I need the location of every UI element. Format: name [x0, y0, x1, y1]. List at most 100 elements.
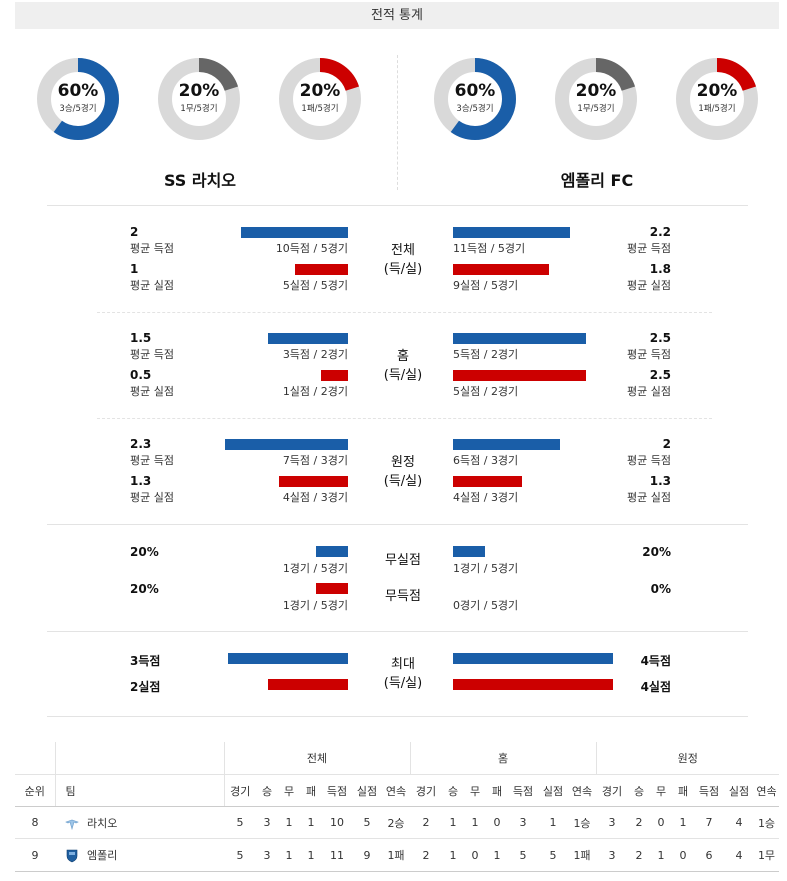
left-avg-against-label: 평균 실점 [130, 279, 174, 292]
donut-caption: 1패/5경기 [301, 104, 339, 114]
row-team[interactable]: 라치오 [55, 806, 224, 839]
category-label: 전체 [391, 243, 415, 258]
donut-ring [158, 58, 240, 140]
cell: 9 [352, 838, 382, 872]
left-no-score-bar [316, 583, 348, 594]
col-rank: 순위 [15, 774, 55, 807]
donut-value-arc [555, 58, 637, 140]
cell: 7 [694, 806, 724, 839]
left-no-score-caption: 1경기 / 5경기 [282, 599, 348, 612]
left-max-for-bar [228, 653, 348, 664]
cell: 4 [724, 838, 754, 872]
left-against-caption: 4실점 / 3경기 [282, 491, 348, 504]
left-for-bar [225, 439, 348, 450]
table-sub-header: 순위 팀 경기 승 무 패 득점 실점 연속 경기 승 무 패 득점 실점 연속 경기 승 무 패 득점 실점 연속 [15, 774, 779, 807]
row-team-name[interactable]: 라치오 [87, 816, 118, 830]
right-avg-for: 2.5 [649, 331, 671, 345]
table-group-header: 전체 홈 원정 [15, 742, 779, 775]
right-for-bar [453, 333, 586, 344]
cell: 4 [724, 806, 754, 839]
row-team-name[interactable]: 엠폴리 [87, 849, 118, 862]
cell: 1 [464, 806, 486, 839]
col-header: 경기 [223, 774, 256, 807]
col-header: 경기 [596, 774, 628, 807]
right-for-caption: 5득점 / 2경기 [453, 348, 519, 361]
stats-header: 전적 통계 [15, 2, 779, 29]
cell: 2 [410, 806, 442, 839]
col-header: 승 [442, 774, 464, 807]
cell: 1 [650, 838, 672, 872]
cell: 5 [538, 838, 568, 872]
cell: 1패 [382, 838, 410, 872]
right-avg-for: 2.2 [649, 225, 671, 239]
col-header: 실점 [724, 774, 754, 807]
donut-ring [676, 58, 758, 140]
cell: 6 [694, 838, 724, 872]
donut-value-arc [37, 58, 119, 140]
right-for-caption: 11득점 / 5경기 [453, 242, 526, 255]
donut-caption: 1무/5경기 [180, 104, 218, 114]
donut-value-arc [434, 58, 516, 140]
cell: 2 [628, 806, 650, 839]
category-sub: (득/실) [383, 368, 423, 383]
cell: 3 [596, 838, 628, 872]
right-avg-against-label: 평균 실점 [627, 491, 671, 504]
cell: 1패 [568, 838, 596, 872]
left-avg-against-label: 평균 실점 [130, 491, 174, 504]
cell: 1승 [568, 806, 596, 839]
category-sub: (득/실) [383, 474, 423, 489]
donut-caption: 1무/5경기 [577, 104, 615, 114]
col-header: 득점 [508, 774, 538, 807]
right-against-bar [453, 264, 549, 275]
group-away: 원정 [595, 742, 779, 775]
right-avg-for-label: 평균 득점 [627, 454, 671, 467]
divider [97, 418, 712, 419]
right-avg-against: 1.8 [649, 262, 671, 276]
right-avg-for-label: 평균 득점 [627, 242, 671, 255]
donut-ring [555, 58, 637, 140]
cell: 11 [322, 838, 352, 872]
row-team[interactable]: 엠폴리 [55, 838, 224, 872]
donut-right-draw: 20% 1무/5경기 [554, 57, 638, 141]
donut-caption: 3승/5경기 [456, 104, 494, 114]
donut-percent: 20% [178, 81, 220, 101]
cell: 1 [672, 806, 694, 839]
donut-value-arc [676, 58, 758, 140]
donut-ring [37, 58, 119, 140]
right-against-caption: 4실점 / 3경기 [453, 491, 519, 504]
right-clean-caption: 1경기 / 5경기 [453, 562, 519, 575]
right-no-score-caption: 0경기 / 5경기 [453, 599, 519, 612]
group-home: 홈 [409, 742, 596, 775]
col-header: 경기 [410, 774, 442, 807]
right-avg-for-label: 평균 득점 [627, 348, 671, 361]
col-header: 무 [464, 774, 486, 807]
divider [47, 631, 748, 632]
empoli-shield-logo-icon [65, 849, 79, 863]
left-against-caption: 5실점 / 5경기 [282, 279, 348, 292]
cell: 1 [442, 838, 464, 872]
left-no-score: 20% [130, 582, 159, 596]
category-max: 최대 (득/실) [373, 655, 433, 693]
donut-left-draw: 20% 1무/5경기 [157, 57, 241, 141]
left-clean-bar [316, 546, 348, 557]
right-clean-bar [453, 546, 485, 557]
left-avg-for-label: 평균 득점 [130, 348, 174, 361]
cell: 10 [322, 806, 352, 839]
left-for-caption: 7득점 / 3경기 [282, 454, 348, 467]
cell: 3 [508, 806, 538, 839]
left-against-bar [295, 264, 348, 275]
col-header: 패 [300, 774, 322, 807]
donut-value-arc [279, 58, 361, 140]
right-against-caption: 9실점 / 5경기 [453, 279, 519, 292]
cell: 2 [410, 838, 442, 872]
donut-percent: 60% [454, 81, 496, 101]
donut-percent: 20% [575, 81, 617, 101]
standings-table: 전체 홈 원정 순위 팀 경기 승 무 패 득점 실점 연속 경기 승 무 패 득점 실점 연속 경기 승… [15, 742, 779, 872]
category-total: 전체 (득/실) [373, 241, 433, 279]
cell: 2 [628, 838, 650, 872]
divider [47, 205, 748, 206]
cell: 0 [464, 838, 486, 872]
cell: 0 [672, 838, 694, 872]
left-max-against-bar [268, 679, 348, 690]
right-no-score: 0% [650, 582, 671, 596]
